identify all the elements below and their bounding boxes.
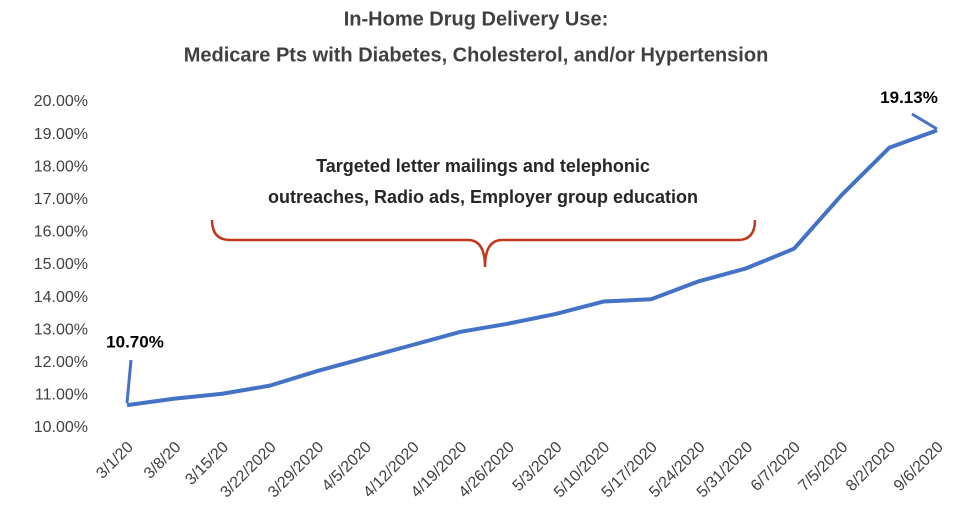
y-tick-label: 20.00% [34,93,88,110]
x-tick-label: 7/5/2020 [795,439,851,495]
y-tick-label: 11.00% [35,387,88,404]
y-tick-label: 14.00% [34,289,88,306]
leader-line [911,112,938,131]
x-tick-label: 8/2/2020 [843,439,899,495]
x-tick-label: 3/8/20 [141,439,185,483]
annotation: Targeted letter mailings and telephonic [316,156,650,176]
y-tick-label: 10.00% [34,419,88,436]
chart-title: In-Home Drug Delivery Use: [344,8,609,30]
brace [210,219,757,268]
y-tick-label: 16.00% [34,224,88,241]
y-tick-label: 13.00% [34,321,88,338]
data-label: 19.13% [880,88,938,107]
line [126,128,938,408]
y-tick-label: 18.00% [34,158,88,175]
x-tick-label: 6/7/2020 [748,439,804,495]
x-tick-label: 3/1/20 [93,439,137,483]
y-tick-label: 12.00% [34,354,88,371]
y-tick-label: 19.00% [34,126,88,143]
y-tick-label: 15.00% [34,256,88,273]
chart-title: Medicare Pts with Diabetes, Cholesterol,… [184,44,769,66]
annotation: outreaches, Radio ads, Employer group ed… [268,187,698,207]
x-tick-label: 9/6/2020 [891,439,947,495]
leader-line [125,359,133,404]
data-label: 10.70% [106,333,164,352]
y-tick-label: 17.00% [34,191,88,208]
